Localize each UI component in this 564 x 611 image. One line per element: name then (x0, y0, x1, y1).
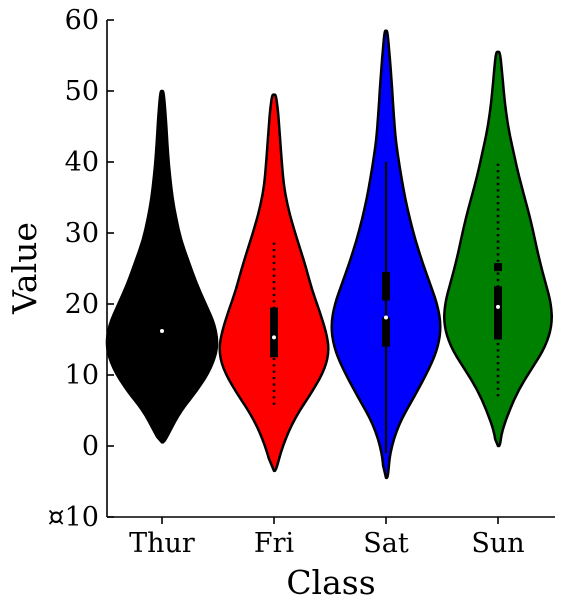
x-axis-title: Class (286, 563, 375, 602)
x-tick-label: Fri (254, 528, 295, 559)
marker-sun (494, 263, 502, 272)
y-tick-label: 60 (65, 5, 99, 36)
x-tick-label: Sat (363, 528, 409, 559)
y-ticks: ¤10 0 10 20 30 40 50 60 (47, 5, 114, 533)
median-thur (160, 328, 164, 333)
y-tick-label: 30 (65, 218, 99, 249)
y-tick-label: ¤10 (47, 502, 99, 533)
violins-layer (105, 29, 553, 480)
x-tick-label: Thur (129, 528, 195, 559)
median-sun (496, 304, 500, 309)
x-ticks: Thur Fri Sat Sun (129, 517, 525, 559)
box-sat-upper (382, 272, 390, 301)
y-tick-label: 40 (65, 147, 99, 178)
y-tick-label: 20 (65, 289, 99, 320)
y-axis-title: Value (5, 222, 44, 315)
x-tick-label: Sun (471, 528, 524, 559)
median-fri (272, 335, 276, 340)
box-sun (494, 286, 502, 340)
y-tick-label: 50 (65, 76, 99, 107)
violin-thur (105, 89, 219, 444)
y-tick-label: 0 (82, 431, 99, 462)
box-sat-lower (382, 317, 390, 347)
median-sat (384, 315, 388, 320)
box-fri (270, 307, 278, 358)
y-tick-label: 10 (65, 360, 99, 391)
